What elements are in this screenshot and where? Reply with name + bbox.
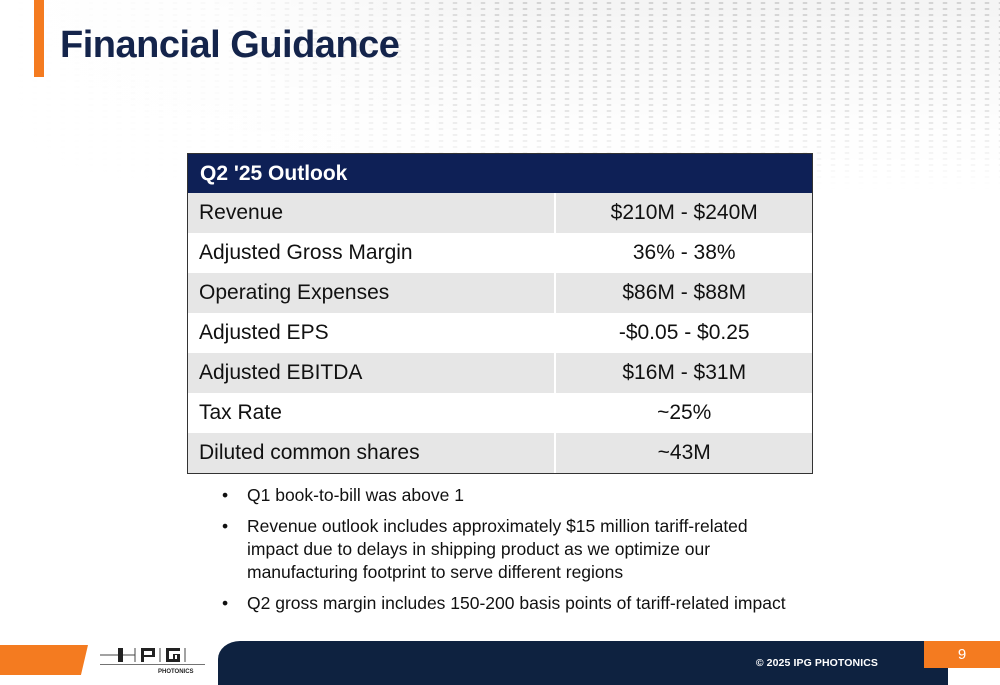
table-header: Q2 '25 Outlook <box>188 154 812 193</box>
bullet-icon: • <box>222 485 229 505</box>
outlook-table: Q2 '25 Outlook Revenue $210M - $240M Adj… <box>187 153 813 474</box>
row-value: -$0.05 - $0.25 <box>554 313 812 353</box>
row-label: Operating Expenses <box>188 273 556 313</box>
row-label: Diluted common shares <box>188 433 556 473</box>
table-row: Adjusted EPS -$0.05 - $0.25 <box>188 313 812 353</box>
row-label: Revenue <box>188 193 556 233</box>
footer-orange-accent <box>0 645 88 675</box>
table-row: Operating Expenses $86M - $88M <box>188 273 812 313</box>
row-label: Adjusted Gross Margin <box>188 233 556 273</box>
row-value: $16M - $31M <box>554 353 812 393</box>
logo-subtext: PHOTONICS <box>158 669 194 675</box>
row-value: $86M - $88M <box>554 273 812 313</box>
table-row: Adjusted EBITDA $16M - $31M <box>188 353 812 393</box>
row-label: Tax Rate <box>188 393 556 433</box>
copyright-text: © 2025 IPG PHOTONICS <box>755 657 878 669</box>
bullet-text: Q2 gross margin includes 150-200 basis p… <box>247 593 786 613</box>
row-label: Adjusted EBITDA <box>188 353 556 393</box>
table-row: Tax Rate ~25% <box>188 393 812 433</box>
ipg-logo-icon: PHOTONICS <box>100 648 205 675</box>
notes-bullet-list: • Q1 book-to-bill was above 1 • Revenue … <box>222 484 802 623</box>
list-item: • Revenue outlook includes approximately… <box>222 515 802 584</box>
table-row: Revenue $210M - $240M <box>188 193 812 233</box>
row-label: Adjusted EPS <box>188 313 556 353</box>
bullet-text: Q1 book-to-bill was above 1 <box>247 485 464 505</box>
bullet-icon: • <box>222 516 229 536</box>
page-number: 9 <box>924 641 1000 668</box>
footer-bar: © 2025 IPG PHOTONICS <box>218 641 948 685</box>
bullet-text: Revenue outlook includes approximately $… <box>247 516 748 582</box>
row-value: ~25% <box>554 393 812 433</box>
row-value: ~43M <box>554 433 812 473</box>
row-value: $210M - $240M <box>554 193 812 233</box>
title-accent-bar <box>34 0 44 77</box>
page-title: Financial Guidance <box>60 24 400 66</box>
list-item: • Q1 book-to-bill was above 1 <box>222 484 802 507</box>
list-item: • Q2 gross margin includes 150-200 basis… <box>222 592 802 615</box>
bullet-icon: • <box>222 593 229 613</box>
row-value: 36% - 38% <box>554 233 812 273</box>
table-row: Diluted common shares ~43M <box>188 433 812 473</box>
table-row: Adjusted Gross Margin 36% - 38% <box>188 233 812 273</box>
